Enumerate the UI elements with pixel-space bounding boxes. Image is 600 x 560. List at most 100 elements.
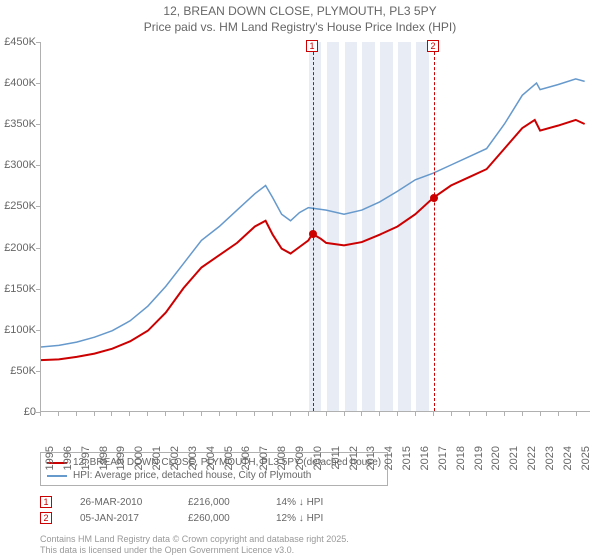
ytick-mark [36,42,40,43]
xtick-label: 2009 [294,446,306,470]
xtick-mark [219,412,220,416]
xtick-mark [94,412,95,416]
xtick-label: 2005 [223,446,235,470]
xtick-label: 2024 [562,446,574,470]
ytick-label: £400K [0,77,36,89]
xtick-mark [129,412,130,416]
sale-price: £260,000 [188,513,248,524]
xtick-mark [415,412,416,416]
sale-price: £216,000 [188,497,248,508]
xtick-mark [272,412,273,416]
xtick-label: 2022 [526,446,538,470]
xtick-mark [308,412,309,416]
xtick-label: 1998 [98,446,110,470]
ytick-mark [36,371,40,372]
line-series-svg [41,42,590,411]
xtick-mark [254,412,255,416]
xtick-mark [76,412,77,416]
xtick-label: 2023 [544,446,556,470]
xtick-label: 2010 [312,446,324,470]
sale-marker-box: 2 [40,512,52,524]
xtick-mark [540,412,541,416]
xtick-label: 2018 [455,446,467,470]
sales-table: 1 26-MAR-2010 £216,000 14% ↓ HPI 2 05-JA… [40,494,323,526]
sale-delta: 14% ↓ HPI [276,497,323,508]
sale-point [309,230,317,238]
chart-container: 12, BREAN DOWN CLOSE, PLYMOUTH, PL3 5PY … [0,0,600,560]
sale-date: 26-MAR-2010 [80,497,160,508]
xtick-mark [522,412,523,416]
plot-area [40,42,590,412]
ytick-mark [36,206,40,207]
sales-row: 1 26-MAR-2010 £216,000 14% ↓ HPI [40,494,323,510]
sale-point [430,194,438,202]
sale-vline [434,42,435,411]
xtick-label: 2014 [383,446,395,470]
xtick-label: 2011 [330,446,342,470]
xtick-mark [58,412,59,416]
xtick-label: 2015 [401,446,413,470]
legend-item: HPI: Average price, detached house, City… [47,469,381,482]
xtick-label: 2006 [240,446,252,470]
xtick-label: 2019 [473,446,485,470]
legend-label: HPI: Average price, detached house, City… [73,470,311,481]
xtick-label: 2017 [437,446,449,470]
xtick-mark [451,412,452,416]
xtick-label: 1999 [115,446,127,470]
xtick-label: 2021 [508,446,520,470]
ytick-mark [36,248,40,249]
ytick-label: £0 [0,406,36,418]
sales-row: 2 05-JAN-2017 £260,000 12% ↓ HPI [40,510,323,526]
xtick-mark [558,412,559,416]
xtick-label: 2020 [490,446,502,470]
ytick-label: £200K [0,242,36,254]
xtick-mark [379,412,380,416]
footer-line1: Contains HM Land Registry data © Crown c… [40,534,349,545]
chart-title: 12, BREAN DOWN CLOSE, PLYMOUTH, PL3 5PY … [0,0,600,35]
sale-marker-box: 1 [40,496,52,508]
footer: Contains HM Land Registry data © Crown c… [40,534,349,556]
ytick-label: £300K [0,159,36,171]
xtick-mark [183,412,184,416]
sale-marker-box: 2 [427,40,439,52]
xtick-label: 2016 [419,446,431,470]
xtick-label: 2007 [258,446,270,470]
xtick-mark [165,412,166,416]
ytick-mark [36,289,40,290]
sale-vline [313,42,314,411]
xtick-mark [147,412,148,416]
xtick-mark [504,412,505,416]
ytick-label: £450K [0,36,36,48]
xtick-label: 2008 [276,446,288,470]
footer-line2: This data is licensed under the Open Gov… [40,545,349,556]
ytick-label: £150K [0,283,36,295]
ytick-mark [36,330,40,331]
title-line2: Price paid vs. HM Land Registry's House … [0,20,600,36]
xtick-label: 2001 [151,446,163,470]
ytick-mark [36,83,40,84]
ytick-label: £350K [0,118,36,130]
xtick-label: 1995 [44,446,56,470]
xtick-label: 2002 [169,446,181,470]
xtick-mark [344,412,345,416]
xtick-mark [236,412,237,416]
xtick-mark [40,412,41,416]
xtick-label: 2013 [365,446,377,470]
title-line1: 12, BREAN DOWN CLOSE, PLYMOUTH, PL3 5PY [0,4,600,20]
xtick-label: 1997 [80,446,92,470]
ytick-mark [36,124,40,125]
xtick-mark [290,412,291,416]
ytick-label: £50K [0,365,36,377]
sale-date: 05-JAN-2017 [80,513,160,524]
xtick-mark [469,412,470,416]
xtick-mark [201,412,202,416]
xtick-mark [397,412,398,416]
xtick-label: 2025 [580,446,592,470]
xtick-mark [576,412,577,416]
xtick-mark [361,412,362,416]
xtick-label: 2000 [133,446,145,470]
ytick-mark [36,165,40,166]
ytick-label: £250K [0,200,36,212]
sale-delta: 12% ↓ HPI [276,513,323,524]
xtick-mark [433,412,434,416]
